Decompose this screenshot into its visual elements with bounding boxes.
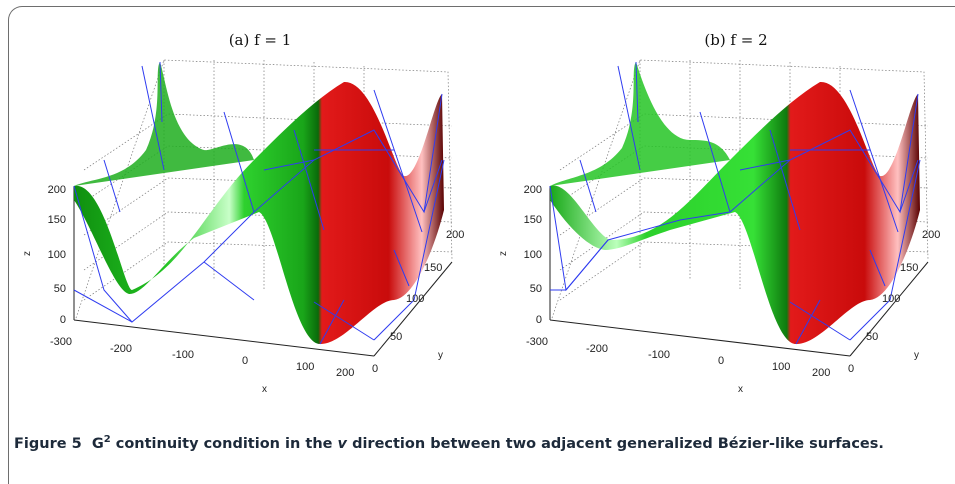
caption-sup: 2 xyxy=(103,434,111,446)
svg-text:50: 50 xyxy=(54,283,66,295)
svg-text:-300: -300 xyxy=(526,336,548,348)
svg-text:0: 0 xyxy=(60,314,66,326)
svg-text:200: 200 xyxy=(48,184,66,196)
panel-a-y-ticks: 0 50 100 150 200 xyxy=(372,229,464,375)
caption-label: Figure 5 xyxy=(14,436,82,452)
caption-text-2: direction between two adjacent generaliz… xyxy=(352,436,884,452)
panel-b-control-net xyxy=(549,61,921,345)
svg-text:-300: -300 xyxy=(50,336,72,348)
panel-a-x-ticks: -300 -200 -100 0 100 200 xyxy=(50,336,354,379)
svg-text:0: 0 xyxy=(372,363,378,375)
svg-text:200: 200 xyxy=(812,367,830,379)
panel-b-surface xyxy=(550,81,920,345)
svg-text:0: 0 xyxy=(848,363,854,375)
svg-text:200: 200 xyxy=(336,367,354,379)
panel-a-axes xyxy=(73,186,453,357)
svg-text:0: 0 xyxy=(536,314,542,326)
svg-text:100: 100 xyxy=(406,293,424,305)
svg-text:150: 150 xyxy=(524,214,542,226)
svg-text:-200: -200 xyxy=(110,343,132,355)
svg-text:50: 50 xyxy=(390,331,402,343)
svg-text:150: 150 xyxy=(424,262,442,274)
svg-text:200: 200 xyxy=(922,229,940,241)
svg-text:100: 100 xyxy=(48,249,66,261)
caption-g: G xyxy=(91,436,104,452)
svg-text:100: 100 xyxy=(772,361,790,373)
panel-b-x-ticks: -300 -200 -100 0 100 200 xyxy=(526,336,830,379)
panel-b-z-ticks: 200 150 100 50 0 xyxy=(524,184,542,326)
panel-b-axes xyxy=(549,186,929,357)
panel-b-xlabel: x xyxy=(738,384,743,395)
panel-b-ylabel: y xyxy=(914,350,919,361)
panel-b: (b) f = 2 xyxy=(490,0,950,410)
panel-a: (a) f = 1 xyxy=(14,0,474,410)
svg-text:150: 150 xyxy=(48,214,66,226)
panel-a-left-wing xyxy=(74,62,254,186)
svg-text:-100: -100 xyxy=(648,349,670,361)
panel-a-surface xyxy=(74,81,444,345)
panel-b-plot: 200 150 100 50 0 z -300 -200 -100 0 100 … xyxy=(498,59,940,395)
panel-b-title: (b) f = 2 xyxy=(704,31,768,49)
svg-text:-200: -200 xyxy=(586,343,608,355)
svg-text:200: 200 xyxy=(446,229,464,241)
figure-caption: Figure 5 G2 continuity condition in the … xyxy=(14,434,934,455)
panel-a-xlabel: x xyxy=(262,384,267,395)
panel-b-zlabel: z xyxy=(498,251,509,256)
svg-text:200: 200 xyxy=(524,184,542,196)
svg-text:100: 100 xyxy=(882,293,900,305)
panel-a-z-ticks: 200 150 100 50 0 xyxy=(48,184,66,326)
caption-v: v xyxy=(337,436,347,452)
svg-text:100: 100 xyxy=(524,249,542,261)
svg-text:150: 150 xyxy=(900,262,918,274)
svg-text:-100: -100 xyxy=(172,349,194,361)
panel-a-zlabel: z xyxy=(22,251,33,256)
panel-a-control-net xyxy=(73,61,445,345)
panel-a-plot: 200 150 100 50 0 z -300 -200 -100 0 100 … xyxy=(22,59,464,395)
svg-text:50: 50 xyxy=(866,331,878,343)
panel-b-left-wing xyxy=(550,62,730,186)
caption-text-1: continuity condition in the xyxy=(115,436,333,452)
figure-frame xyxy=(8,6,955,484)
svg-text:50: 50 xyxy=(530,283,542,295)
svg-text:0: 0 xyxy=(242,355,248,367)
svg-text:0: 0 xyxy=(718,355,724,367)
svg-text:100: 100 xyxy=(296,361,314,373)
panel-a-title: (a) f = 1 xyxy=(228,31,292,49)
panel-b-y-ticks: 0 50 100 150 200 xyxy=(848,229,940,375)
panel-a-ylabel: y xyxy=(438,350,443,361)
